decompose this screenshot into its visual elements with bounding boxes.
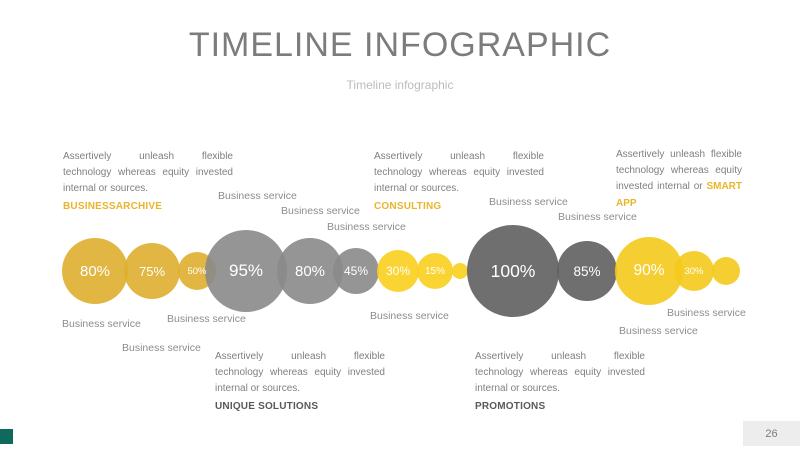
timeline-bubble	[62, 238, 128, 304]
service-label: Business service	[62, 318, 141, 330]
service-label: Business service	[619, 325, 698, 337]
timeline-bubble	[277, 238, 343, 304]
service-label: Business service	[122, 342, 201, 354]
timeline-bubble	[712, 257, 740, 285]
bubble-value: 45%	[343, 264, 369, 278]
service-label: Business service	[489, 196, 568, 208]
service-label: Business service	[558, 211, 637, 223]
slide-subtitle: Timeline infographic	[346, 78, 454, 92]
timeline-bubble	[333, 248, 379, 294]
bubble-value: 30%	[385, 264, 411, 278]
page-number-chip: 26	[743, 421, 800, 446]
description-text: Assertively unleash flexible technology …	[475, 351, 645, 395]
description-text: Assertively unleash flexible technology …	[63, 151, 233, 195]
timeline-bubble	[674, 251, 714, 291]
bubble-value: 15%	[424, 265, 445, 277]
service-label: Business service	[370, 310, 449, 322]
section-label-unique-solutions: UNIQUE SOLUTIONS	[215, 400, 319, 412]
timeline-bubble	[205, 230, 287, 312]
description-text: Assertively unleash flexible technology …	[374, 151, 544, 195]
service-label: Business service	[218, 190, 297, 202]
text-block-promotions: Assertively unleash flexible technology …	[475, 349, 645, 412]
bubble-value: 30%	[684, 265, 704, 277]
section-label-consulting: CONSULTING	[374, 200, 442, 212]
text-block-smart-app: Assertively unleash flexible technology …	[616, 147, 742, 212]
bubble-value: 80%	[294, 262, 326, 280]
bubble-value: 85%	[573, 263, 601, 279]
corner-accent	[0, 429, 13, 444]
bubble-value: 95%	[228, 261, 264, 280]
section-label-promotions: PROMOTIONS	[475, 400, 546, 412]
timeline-bubble	[377, 250, 419, 292]
service-label: Business service	[167, 313, 246, 325]
text-block-consulting: Assertively unleash flexible technology …	[374, 149, 544, 212]
bubble-value: 80%	[79, 262, 111, 280]
timeline-bubble	[417, 253, 453, 289]
bubble-value: 75%	[138, 263, 166, 279]
slide-title: TIMELINE INFOGRAPHIC	[188, 26, 612, 64]
page-number: 26	[765, 427, 778, 440]
description-text: Assertively unleash flexible technology …	[616, 149, 743, 209]
timeline-bubble	[557, 241, 617, 301]
bubble-value: 90%	[633, 262, 665, 279]
service-label: Business service	[281, 205, 360, 217]
section-label-smart-app: SMART APP	[616, 181, 743, 209]
service-label: Business service	[667, 307, 746, 319]
text-block-unique-solutions: Assertively unleash flexible technology …	[215, 349, 385, 412]
timeline-bubble	[452, 263, 468, 279]
timeline-bubble	[467, 225, 559, 317]
description-text: Assertively unleash flexible technology …	[215, 351, 385, 395]
bubble-value: 100%	[490, 260, 536, 281]
timeline-bubble	[124, 243, 180, 299]
timeline-bubble	[615, 237, 683, 305]
service-label: Business service	[327, 221, 406, 233]
text-block-business-archive: Assertively unleash flexible technology …	[63, 149, 233, 212]
section-label-business-archive: BUSINESSARCHIVE	[63, 200, 163, 212]
bubble-value: 50%	[187, 265, 207, 277]
